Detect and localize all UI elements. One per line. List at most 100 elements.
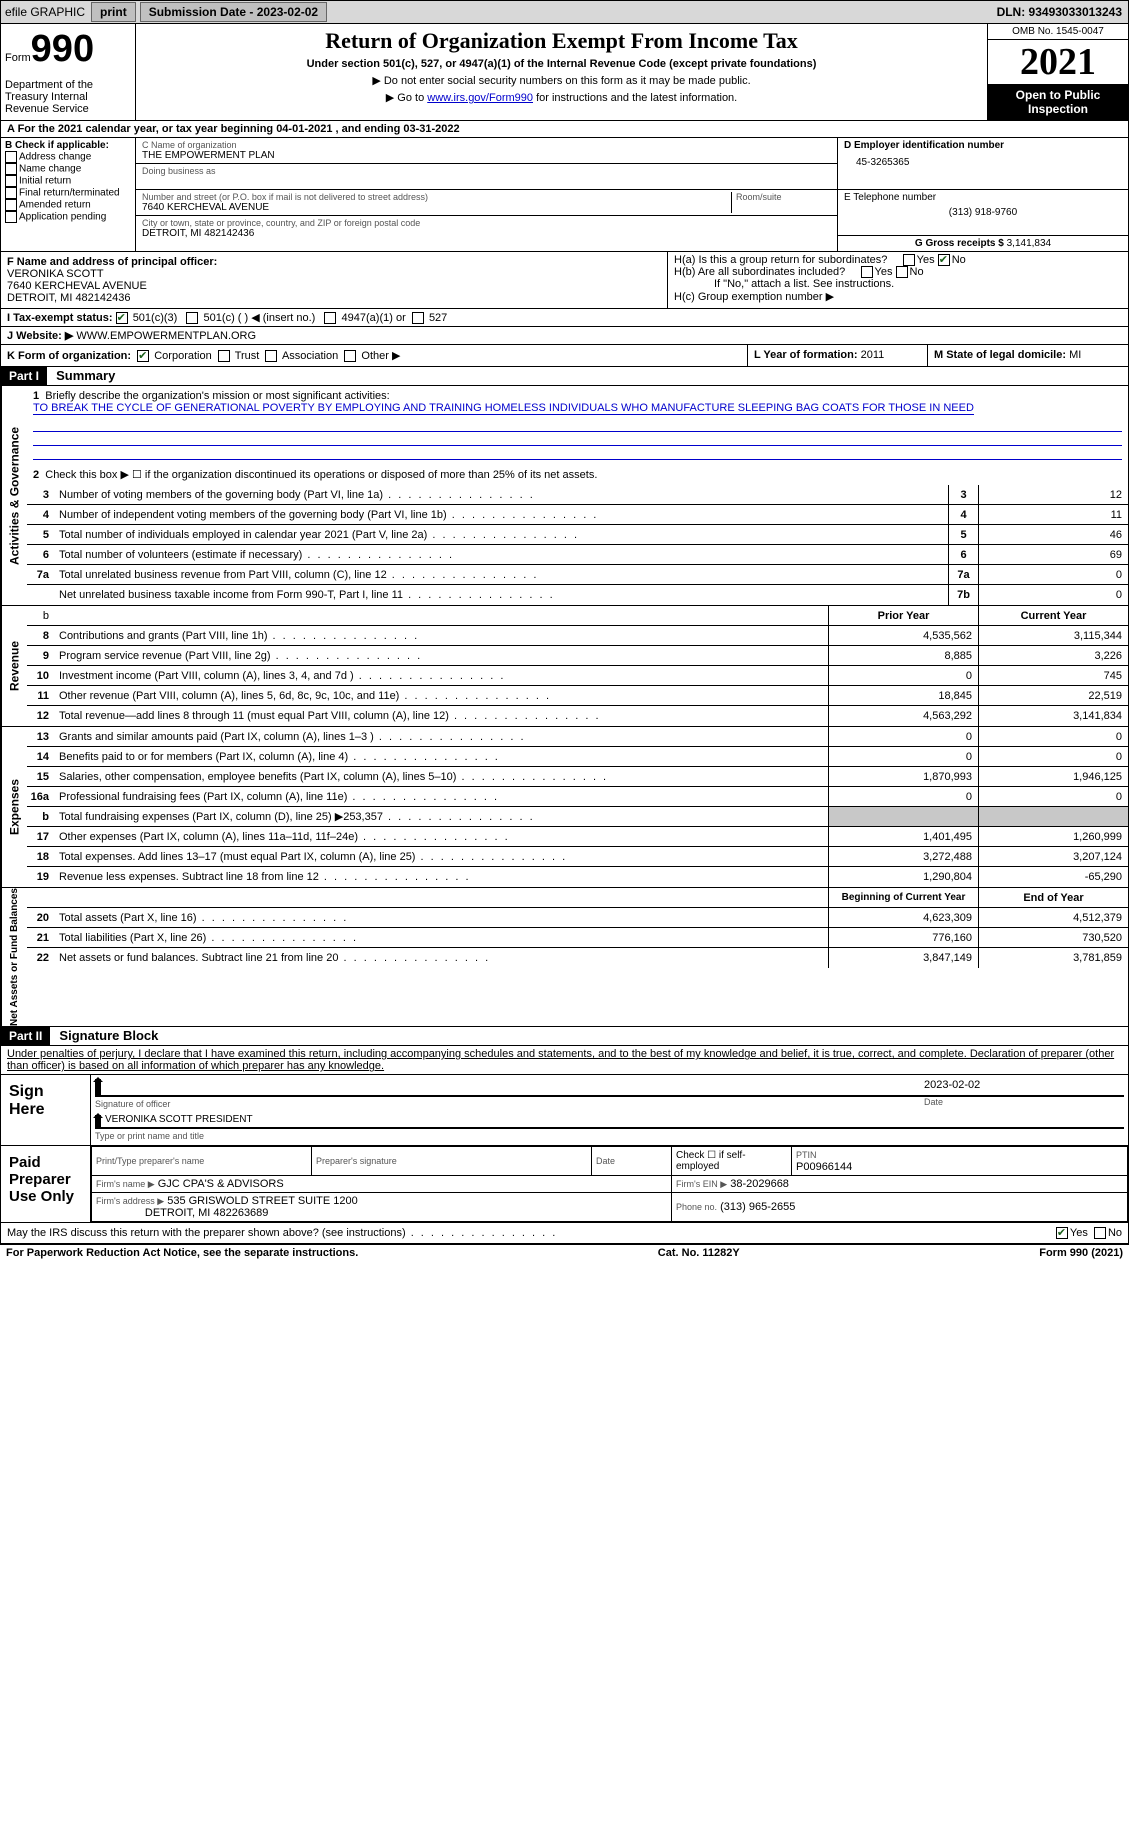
- part1-title: Summary: [50, 368, 115, 383]
- note2-post: for instructions and the latest informat…: [533, 92, 737, 104]
- firm-ein: 38-2029668: [730, 1178, 789, 1190]
- submission-date-button[interactable]: Submission Date - 2023-02-02: [140, 2, 327, 22]
- topbar: efile GRAPHIC print Submission Date - 20…: [0, 0, 1129, 24]
- note-ssn: ▶ Do not enter social security numbers o…: [142, 74, 981, 87]
- website-url: WWW.EMPOWERMENTPLAN.ORG: [76, 330, 256, 342]
- line-21: 21 Total liabilities (Part X, line 26) 7…: [27, 928, 1128, 948]
- signer-name-label: Type or print name and title: [95, 1131, 1124, 1141]
- line-19: 19 Revenue less expenses. Subtract line …: [27, 867, 1128, 887]
- room-label: Room/suite: [736, 192, 831, 202]
- street-address: 7640 KERCHEVAL AVENUE: [142, 202, 731, 213]
- footer-left: For Paperwork Reduction Act Notice, see …: [6, 1247, 358, 1259]
- ein-row: D Employer identification number 45-3265…: [838, 138, 1128, 190]
- part1-num: Part I: [1, 367, 47, 385]
- line-11: 11 Other revenue (Part VIII, column (A),…: [27, 686, 1128, 706]
- dba-row: Doing business as: [136, 164, 837, 190]
- firm-phone-label: Phone no.: [676, 1202, 717, 1212]
- form-number: 990: [31, 28, 94, 70]
- section-revenue: Revenue b Prior Year Current Year 8 Cont…: [0, 606, 1129, 727]
- firm-ein-label: Firm's EIN ▶: [676, 1179, 727, 1189]
- h-c: H(c) Group exemption number ▶: [674, 290, 1122, 303]
- chk-corporation[interactable]: [137, 350, 149, 362]
- chk-name-change[interactable]: Name change: [5, 163, 131, 175]
- entity-block: B Check if applicable: Address change Na…: [0, 138, 1129, 252]
- h-a: H(a) Is this a group return for subordin…: [674, 254, 1122, 266]
- chk-address-change[interactable]: Address change: [5, 151, 131, 163]
- section-net-assets: Net Assets or Fund Balances Beginning of…: [0, 888, 1129, 1027]
- line-17: 17 Other expenses (Part IX, column (A), …: [27, 827, 1128, 847]
- k-l-m-row: K Form of organization: Corporation Trus…: [0, 345, 1129, 367]
- footer-right: Form 990 (2021): [1039, 1247, 1123, 1259]
- sign-here-label: Sign Here: [1, 1075, 91, 1145]
- signer-name: VERONIKA SCOTT PRESIDENT: [105, 1114, 253, 1125]
- mission-text: TO BREAK THE CYCLE OF GENERATIONAL POVER…: [33, 402, 974, 415]
- chk-501c[interactable]: [186, 312, 198, 324]
- chk-association[interactable]: [265, 350, 277, 362]
- header-left: Form990 Department of the Treasury Inter…: [1, 24, 136, 120]
- ein-value: 45-3265365: [844, 151, 1122, 168]
- k-label: K Form of organization:: [7, 350, 131, 362]
- h-block: H(a) Is this a group return for subordin…: [668, 252, 1128, 308]
- chk-application-pending[interactable]: Application pending: [5, 211, 131, 223]
- dln-label: DLN: 93493033013243: [997, 5, 1128, 19]
- gov-line-4: 4 Number of independent voting members o…: [27, 505, 1128, 525]
- form-word: Form: [5, 52, 31, 64]
- gov-line-6: 6 Total number of volunteers (estimate i…: [27, 545, 1128, 565]
- jurat-text: Under penalties of perjury, I declare th…: [0, 1046, 1129, 1075]
- tax-year: 2021: [988, 40, 1128, 84]
- i-j-block: I Tax-exempt status: 501(c)(3) 501(c) ( …: [0, 309, 1129, 345]
- footer-mid: Cat. No. 11282Y: [658, 1247, 740, 1259]
- chk-initial-return[interactable]: Initial return: [5, 175, 131, 187]
- chk-trust[interactable]: [218, 350, 230, 362]
- gross-label: G Gross receipts $: [915, 238, 1004, 249]
- irs-link[interactable]: www.irs.gov/Form990: [427, 92, 533, 104]
- line-9: 9 Program service revenue (Part VIII, li…: [27, 646, 1128, 666]
- i-tax-status: I Tax-exempt status: 501(c)(3) 501(c) ( …: [1, 309, 1128, 326]
- note-link: ▶ Go to www.irs.gov/Form990 for instruct…: [142, 91, 981, 104]
- h-b: H(b) Are all subordinates included? Yes …: [674, 266, 1122, 278]
- hdr-beginning: Beginning of Current Year: [828, 888, 978, 907]
- side-revenue: Revenue: [1, 606, 27, 726]
- sig-date-label: Date: [924, 1097, 1124, 1107]
- side-net-assets: Net Assets or Fund Balances: [1, 888, 27, 1026]
- side-governance: Activities & Governance: [1, 386, 27, 605]
- ptin-value: P00966144: [796, 1161, 852, 1173]
- may-discuss-text: May the IRS discuss this return with the…: [7, 1227, 557, 1239]
- line-10: 10 Investment income (Part VIII, column …: [27, 666, 1128, 686]
- chk-final-return[interactable]: Final return/terminated: [5, 187, 131, 199]
- j-label: J Website: ▶: [7, 330, 76, 342]
- chk-4947[interactable]: [324, 312, 336, 324]
- chk-amended-return[interactable]: Amended return: [5, 199, 131, 211]
- l-year: L Year of formation: 2011: [748, 345, 928, 366]
- line-20: 20 Total assets (Part X, line 16) 4,623,…: [27, 908, 1128, 928]
- header-right: OMB No. 1545-0047 2021 Open to Public In…: [988, 24, 1128, 120]
- b-label: B Check if applicable:: [5, 140, 131, 151]
- ptin-label: PTIN: [796, 1150, 817, 1160]
- line-22: 22 Net assets or fund balances. Subtract…: [27, 948, 1128, 968]
- gov-line-5: 5 Total number of individuals employed i…: [27, 525, 1128, 545]
- sign-here-block: Sign Here Signature of officer 2023-02-0…: [0, 1075, 1129, 1146]
- chk-other[interactable]: [344, 350, 356, 362]
- gross-value: 3,141,834: [1007, 238, 1052, 249]
- chk-527[interactable]: [412, 312, 424, 324]
- section-governance: Activities & Governance 1 Briefly descri…: [0, 386, 1129, 606]
- form-header: Form990 Department of the Treasury Inter…: [0, 24, 1129, 121]
- form-subtitle: Under section 501(c), 527, or 4947(a)(1)…: [142, 58, 981, 70]
- hdr-current-year: Current Year: [978, 606, 1128, 625]
- calendar-year-row: A For the 2021 calendar year, or tax yea…: [0, 121, 1129, 138]
- firm-addr: 535 GRISWOLD STREET SUITE 1200: [167, 1195, 358, 1207]
- omb-number: OMB No. 1545-0047: [988, 24, 1128, 40]
- j-website: J Website: ▶ WWW.EMPOWERMENTPLAN.ORG: [1, 327, 1128, 344]
- print-button[interactable]: print: [91, 2, 136, 22]
- gov-line-3: 3 Number of voting members of the govern…: [27, 485, 1128, 505]
- prep-sig-label: Preparer's signature: [316, 1156, 397, 1166]
- section-expenses: Expenses 13 Grants and similar amounts p…: [0, 727, 1129, 888]
- firm-phone: (313) 965-2655: [720, 1201, 795, 1213]
- chk-501c3[interactable]: [116, 312, 128, 324]
- form-title: Return of Organization Exempt From Incom…: [142, 28, 981, 54]
- street-row: Number and street (or P.O. box if mail i…: [136, 190, 837, 216]
- gov-line-7a: 7a Total unrelated business revenue from…: [27, 565, 1128, 585]
- city-state-zip: DETROIT, MI 482142436: [142, 228, 831, 239]
- line-16a: 16a Professional fundraising fees (Part …: [27, 787, 1128, 807]
- line-b: b Total fundraising expenses (Part IX, c…: [27, 807, 1128, 827]
